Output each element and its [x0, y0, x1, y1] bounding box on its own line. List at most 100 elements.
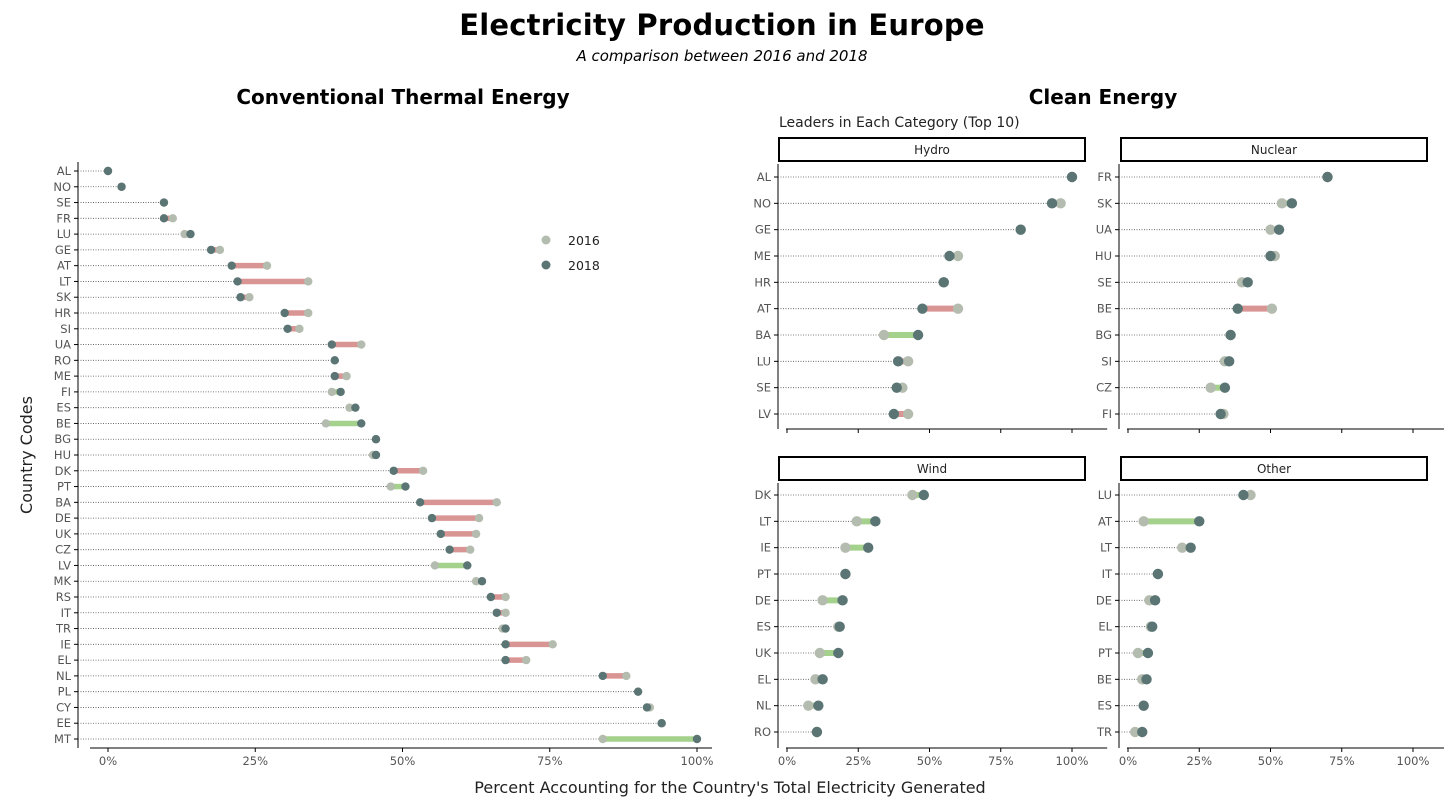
- point-2018: [1265, 250, 1276, 262]
- y-tick-label: BE: [56, 416, 71, 430]
- point-2018: [501, 624, 510, 633]
- y-tick-label: SK: [1097, 196, 1112, 210]
- point-2016: [168, 214, 177, 223]
- x-tick-label: 50%: [1258, 754, 1284, 768]
- y-tick-label: BE: [1097, 302, 1112, 316]
- y-tick-label: SE: [756, 381, 771, 395]
- point-2016: [598, 734, 607, 744]
- point-2016: [501, 592, 510, 602]
- clean-panel-subtitle: Leaders in Each Category (Top 10): [779, 115, 1020, 131]
- clean-panel-title: Clean Energy: [1029, 85, 1177, 109]
- point-2018: [1238, 489, 1249, 501]
- point-2018: [445, 545, 454, 554]
- y-tick-label: SI: [1101, 354, 1112, 368]
- point-2018: [642, 703, 652, 712]
- x-tick-label: 0%: [1119, 754, 1137, 768]
- facet-strip: [778, 456, 1086, 481]
- point-2018: [1046, 198, 1058, 209]
- point-2016: [492, 498, 501, 507]
- y-tick-label: NO: [753, 196, 771, 210]
- y-tick-label: PT: [757, 567, 772, 581]
- y-tick-label: ME: [54, 369, 71, 383]
- y-tick-label: ES: [756, 620, 771, 634]
- y-tick-label: IE: [60, 637, 71, 651]
- y-tick-label: IT: [1102, 567, 1113, 581]
- x-tick-label: 75%: [988, 754, 1014, 768]
- point-2016: [262, 261, 272, 270]
- y-tick-label: TR: [55, 622, 71, 636]
- point-2018: [888, 408, 900, 420]
- y-tick-label: DE: [1096, 593, 1112, 607]
- y-tick-label: FR: [1097, 170, 1112, 184]
- y-tick-label: SE: [56, 196, 71, 210]
- point-2016: [803, 700, 814, 711]
- x-tick-label: 25%: [242, 754, 268, 768]
- y-tick-label: ES: [56, 401, 71, 415]
- x-axis-title: Percent Accounting for the Country's Tot…: [474, 778, 985, 797]
- point-2016: [1176, 542, 1188, 553]
- y-tick-label: UA: [1096, 223, 1112, 237]
- y-tick-label: HU: [1095, 249, 1112, 263]
- facet-strip: [778, 137, 1086, 162]
- point-2018: [863, 542, 874, 553]
- point-2018: [1142, 647, 1154, 659]
- point-2016: [1276, 198, 1288, 209]
- point-2016: [1205, 382, 1216, 393]
- y-tick-label: BE: [1097, 672, 1112, 686]
- y-tick-label: BG: [1095, 328, 1112, 342]
- point-2018: [817, 674, 828, 685]
- point-2016: [952, 303, 964, 314]
- y-tick-label: DE: [55, 511, 71, 525]
- facet-strip-label: Nuclear: [1251, 143, 1297, 157]
- point-2018: [227, 261, 236, 270]
- point-2018: [1141, 674, 1152, 685]
- point-2016: [1245, 489, 1256, 501]
- y-tick-label: GE: [755, 223, 771, 237]
- x-tick-label: 100%: [1056, 754, 1089, 768]
- y-tick-label: UK: [55, 527, 71, 541]
- point-2018: [492, 608, 501, 617]
- y-tick-label: RS: [56, 590, 71, 604]
- point-2018: [1242, 277, 1253, 288]
- point-2018: [1286, 198, 1298, 209]
- y-tick-label: IT: [61, 606, 72, 620]
- point-2018: [918, 489, 929, 501]
- point-2016: [321, 419, 331, 428]
- point-2018: [633, 687, 643, 696]
- point-2018: [330, 356, 339, 365]
- x-tick-label: 0%: [778, 754, 796, 768]
- y-tick-label: AT: [57, 259, 72, 273]
- x-tick-label: 75%: [537, 754, 563, 768]
- point-2016: [474, 513, 484, 523]
- point-2018: [486, 592, 496, 602]
- chart-title: Electricity Production in Europe: [459, 8, 985, 42]
- x-tick-label: 75%: [1329, 754, 1355, 768]
- point-2018: [103, 166, 113, 176]
- point-2016: [386, 482, 395, 491]
- point-2016: [1265, 224, 1276, 235]
- point-2016: [622, 671, 631, 681]
- point-2016: [1266, 303, 1278, 314]
- point-2018: [1219, 382, 1231, 393]
- point-2016: [245, 293, 254, 302]
- point-2016: [952, 250, 964, 262]
- point-2016: [814, 647, 825, 659]
- facet-strip-label: Wind: [917, 462, 947, 476]
- y-tick-label: TR: [1096, 725, 1112, 739]
- point-2018: [351, 403, 360, 412]
- point-2016: [327, 387, 337, 397]
- point-2018: [1232, 303, 1243, 314]
- point-2018: [1273, 224, 1285, 235]
- y-tick-label: LU: [57, 227, 71, 241]
- point-2018: [280, 308, 289, 318]
- y-tick-label: RO: [54, 353, 71, 367]
- y-tick-label: FI: [61, 385, 71, 399]
- point-2018: [1185, 542, 1196, 553]
- y-tick-label: DE: [755, 593, 771, 607]
- legend-label-2016: 2016: [568, 233, 600, 248]
- facet-strip-label: Other: [1257, 462, 1291, 476]
- point-2018: [892, 356, 904, 367]
- x-tick-label: 100%: [1397, 754, 1430, 768]
